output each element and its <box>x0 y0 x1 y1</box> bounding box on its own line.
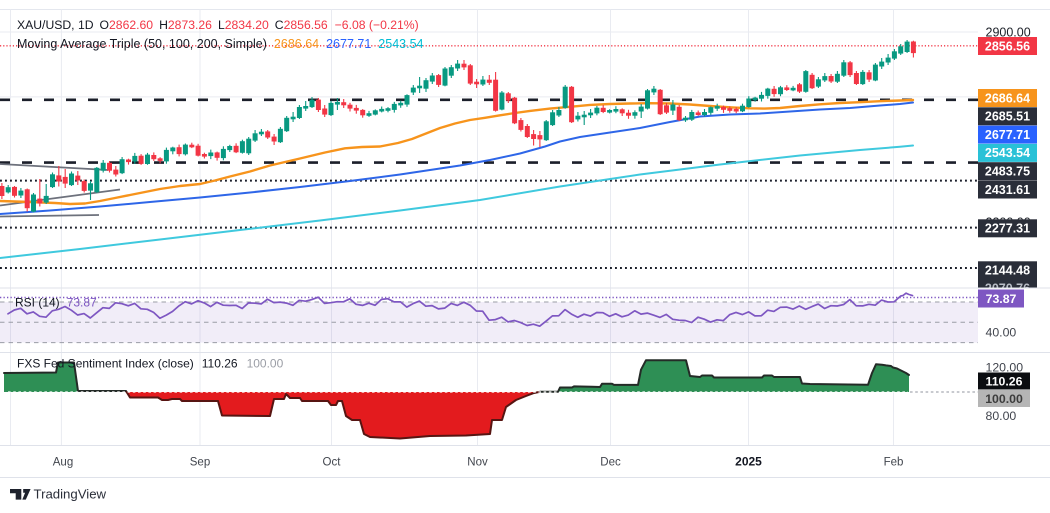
svg-text:Sep: Sep <box>190 457 210 469</box>
svg-text:2856.56: 2856.56 <box>985 39 1030 53</box>
svg-text:80.00: 80.00 <box>986 409 1017 423</box>
svg-text:2685.51: 2685.51 <box>985 110 1030 124</box>
svg-text:TradingView: TradingView <box>34 487 107 502</box>
svg-text:2900.00: 2900.00 <box>986 25 1031 39</box>
svg-text:RSI (14)73.87: RSI (14) 73.87 <box>15 295 97 309</box>
svg-text:110.26: 110.26 <box>986 374 1023 388</box>
svg-text:Nov: Nov <box>467 457 488 469</box>
svg-text:100.00: 100.00 <box>985 392 1023 406</box>
svg-text:Aug: Aug <box>53 457 73 469</box>
svg-text:73.87: 73.87 <box>986 292 1017 306</box>
svg-text:Moving Average Triple (50, 100: Moving Average Triple (50, 100, 200, Sim… <box>17 37 424 51</box>
svg-text:Feb: Feb <box>884 457 904 469</box>
svg-text:2543.54: 2543.54 <box>985 146 1030 160</box>
svg-text:2277.31: 2277.31 <box>985 222 1030 236</box>
svg-text:40.00: 40.00 <box>986 326 1017 340</box>
svg-text:2070.76: 2070.76 <box>985 282 1030 296</box>
svg-text:2483.75: 2483.75 <box>985 165 1030 179</box>
svg-text:Dec: Dec <box>600 457 621 469</box>
svg-text:2677.71: 2677.71 <box>985 128 1030 142</box>
svg-text:2025: 2025 <box>735 455 762 469</box>
svg-text:2686.64: 2686.64 <box>985 91 1030 105</box>
svg-text:Oct: Oct <box>323 457 342 469</box>
svg-text:2431.61: 2431.61 <box>985 183 1030 197</box>
svg-text:120.00: 120.00 <box>986 360 1024 374</box>
svg-text:FXS Fed Sentiment Index (close: FXS Fed Sentiment Index (close) 110.26 100… <box>17 357 284 371</box>
svg-text:2144.48: 2144.48 <box>985 264 1030 278</box>
